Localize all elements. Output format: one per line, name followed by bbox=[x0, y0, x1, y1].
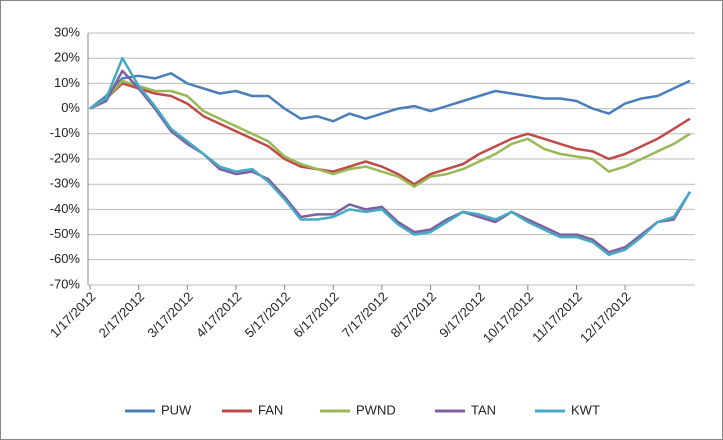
y-tick-label: 10% bbox=[54, 75, 80, 90]
series-line bbox=[89, 79, 691, 188]
legend-label: PUW bbox=[161, 402, 192, 417]
legend-label: PWND bbox=[356, 402, 396, 417]
series-line bbox=[89, 69, 692, 254]
y-tick-label: -40% bbox=[50, 201, 81, 216]
y-tick-label: -20% bbox=[50, 150, 81, 165]
y-tick-label: -50% bbox=[50, 226, 81, 241]
y-tick-label: 20% bbox=[54, 50, 80, 65]
series-line bbox=[89, 56, 692, 257]
legend-label: TAN bbox=[471, 402, 496, 417]
y-tick-label: 0% bbox=[61, 100, 80, 115]
y-tick-label: 30% bbox=[54, 24, 80, 39]
legend-label: FAN bbox=[258, 402, 283, 417]
series-line bbox=[89, 72, 691, 123]
y-tick-label: -30% bbox=[50, 176, 81, 191]
y-tick-label: -60% bbox=[50, 251, 81, 266]
series-line bbox=[89, 82, 691, 186]
y-tick-label: -10% bbox=[50, 125, 81, 140]
y-tick-label: -70% bbox=[50, 276, 81, 291]
legend-label: KWT bbox=[571, 402, 600, 417]
